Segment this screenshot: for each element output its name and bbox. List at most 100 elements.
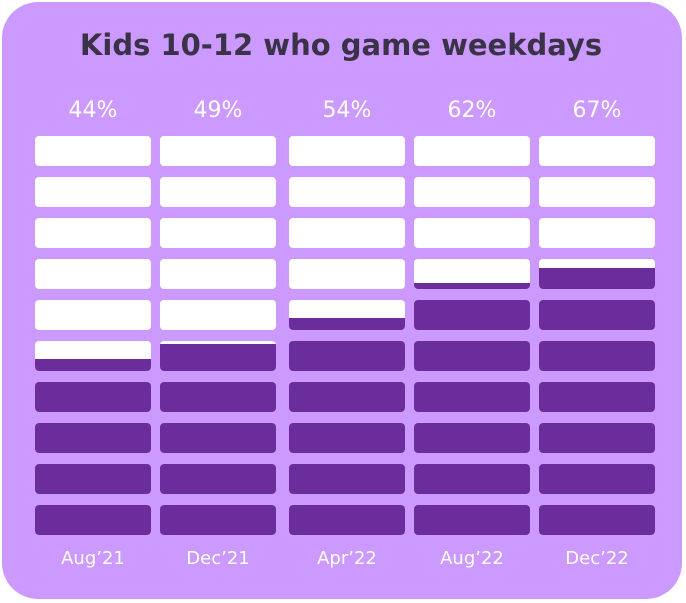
block bbox=[160, 218, 276, 248]
block bbox=[35, 382, 151, 412]
block bbox=[35, 259, 151, 289]
block bbox=[289, 505, 405, 535]
block bbox=[539, 300, 655, 330]
block bbox=[539, 505, 655, 535]
block-filled bbox=[289, 505, 405, 535]
category-label: Dec’21 bbox=[186, 548, 249, 569]
block-filled bbox=[414, 382, 530, 412]
block bbox=[414, 136, 530, 166]
block-empty bbox=[160, 300, 276, 330]
block-filled bbox=[414, 423, 530, 453]
block-filled bbox=[289, 318, 405, 330]
block-empty bbox=[414, 218, 530, 248]
category-label: Aug’22 bbox=[440, 548, 504, 569]
block-empty bbox=[160, 136, 276, 166]
block bbox=[289, 218, 405, 248]
block-filled bbox=[414, 300, 530, 330]
value-label: 49% bbox=[194, 98, 243, 123]
block-empty bbox=[35, 136, 151, 166]
block bbox=[35, 300, 151, 330]
block bbox=[539, 423, 655, 453]
block bbox=[160, 341, 276, 371]
block-empty bbox=[35, 177, 151, 207]
block-filled bbox=[35, 505, 151, 535]
block bbox=[160, 464, 276, 494]
block bbox=[289, 382, 405, 412]
block-empty bbox=[414, 136, 530, 166]
block bbox=[539, 464, 655, 494]
block bbox=[160, 382, 276, 412]
block-empty bbox=[160, 259, 276, 289]
block-empty bbox=[539, 136, 655, 166]
block bbox=[35, 218, 151, 248]
block bbox=[539, 259, 655, 289]
block-filled bbox=[35, 382, 151, 412]
block bbox=[539, 382, 655, 412]
block-empty bbox=[289, 218, 405, 248]
block-empty bbox=[289, 177, 405, 207]
block-empty bbox=[35, 259, 151, 289]
block bbox=[289, 136, 405, 166]
block bbox=[289, 341, 405, 371]
block bbox=[414, 464, 530, 494]
block bbox=[160, 177, 276, 207]
block bbox=[35, 341, 151, 371]
block bbox=[414, 300, 530, 330]
block-filled bbox=[289, 341, 405, 371]
block bbox=[160, 259, 276, 289]
block bbox=[414, 341, 530, 371]
block bbox=[289, 464, 405, 494]
block-empty bbox=[35, 300, 151, 330]
block bbox=[289, 423, 405, 453]
category-label: Apr’22 bbox=[317, 548, 377, 569]
block bbox=[414, 218, 530, 248]
block-filled bbox=[289, 423, 405, 453]
block-filled bbox=[414, 283, 530, 289]
block-filled bbox=[35, 464, 151, 494]
block-filled bbox=[414, 505, 530, 535]
block bbox=[160, 136, 276, 166]
block bbox=[289, 300, 405, 330]
category-label: Dec’22 bbox=[565, 548, 628, 569]
block bbox=[35, 177, 151, 207]
block bbox=[539, 136, 655, 166]
block-empty bbox=[539, 218, 655, 248]
block bbox=[160, 423, 276, 453]
block bbox=[539, 341, 655, 371]
block bbox=[414, 423, 530, 453]
value-label: 67% bbox=[573, 98, 622, 123]
category-label: Aug’21 bbox=[61, 548, 125, 569]
block-filled bbox=[289, 464, 405, 494]
block bbox=[289, 259, 405, 289]
block bbox=[35, 464, 151, 494]
block-empty bbox=[35, 218, 151, 248]
block bbox=[160, 300, 276, 330]
block-empty bbox=[160, 177, 276, 207]
block-filled bbox=[539, 300, 655, 330]
block bbox=[414, 259, 530, 289]
block-filled bbox=[289, 382, 405, 412]
block bbox=[35, 136, 151, 166]
block bbox=[35, 423, 151, 453]
chart-title: Kids 10-12 who game weekdays bbox=[79, 28, 603, 62]
block-filled bbox=[539, 464, 655, 494]
block-filled bbox=[160, 344, 276, 371]
block bbox=[414, 505, 530, 535]
block-empty bbox=[289, 259, 405, 289]
block bbox=[35, 505, 151, 535]
block bbox=[414, 177, 530, 207]
value-label: 44% bbox=[69, 98, 118, 123]
block bbox=[289, 177, 405, 207]
block-filled bbox=[160, 382, 276, 412]
block-filled bbox=[160, 423, 276, 453]
block-filled bbox=[160, 505, 276, 535]
block-filled bbox=[160, 464, 276, 494]
block bbox=[414, 382, 530, 412]
block-empty bbox=[414, 177, 530, 207]
block-filled bbox=[414, 341, 530, 371]
block bbox=[160, 505, 276, 535]
value-label: 62% bbox=[448, 98, 497, 123]
block-empty bbox=[414, 259, 530, 289]
block-empty bbox=[289, 136, 405, 166]
